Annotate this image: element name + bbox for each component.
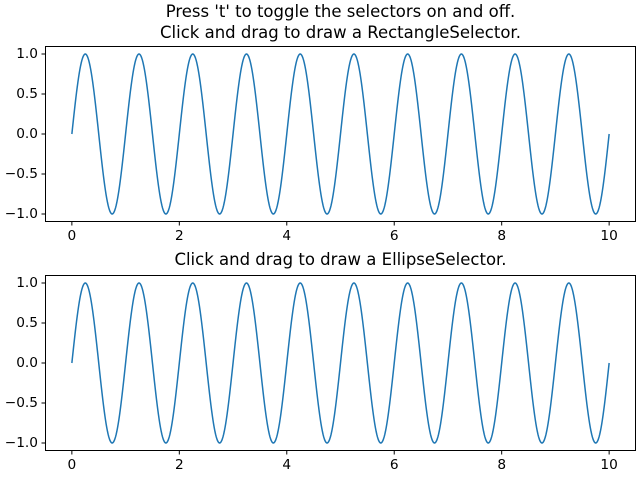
y-tick-label: −1.0 — [4, 206, 38, 222]
axes-spines — [45, 275, 636, 451]
x-tick-label: 10 — [600, 228, 618, 244]
y-tick-label: 1.0 — [16, 275, 38, 291]
x-tick-label: 4 — [282, 228, 292, 244]
x-tick-label: 0 — [67, 457, 77, 473]
x-tick-label: 0 — [67, 228, 77, 244]
x-tick-label: 8 — [497, 457, 507, 473]
x-tick-label: 6 — [389, 457, 399, 473]
y-tick-label: −0.5 — [4, 395, 38, 411]
axes-1-title-line-1: Click and drag to draw a EllipseSelector… — [174, 250, 507, 269]
y-tick-label: −1.0 — [4, 435, 38, 451]
y-tick-label: −0.5 — [4, 166, 38, 182]
sine-line — [71, 282, 610, 444]
axes-0-title: Press 't' to toggle the selectors on and… — [45, 2, 636, 43]
axes-0-title-line-1: Press 't' to toggle the selectors on and… — [165, 2, 516, 21]
axes-0-plot-area[interactable] — [41, 46, 636, 226]
x-tick-label: 8 — [497, 228, 507, 244]
y-tick-label: 0.5 — [16, 315, 38, 331]
axes-0-canvas — [41, 46, 636, 226]
y-tick-label: 0.5 — [16, 86, 38, 102]
y-tick-label: 0.0 — [16, 355, 38, 371]
axes-spines — [45, 46, 636, 222]
y-tick-label: 0.0 — [16, 126, 38, 142]
x-tick-label: 10 — [600, 457, 618, 473]
sine-line — [71, 53, 610, 215]
x-tick-label: 4 — [282, 457, 292, 473]
x-tick-label: 6 — [389, 228, 399, 244]
y-tick-label: 1.0 — [16, 46, 38, 62]
x-tick-label: 2 — [174, 457, 184, 473]
axes-1-canvas — [41, 275, 636, 455]
x-tick-label: 2 — [174, 228, 184, 244]
axes-1-title: Click and drag to draw a EllipseSelector… — [45, 250, 636, 271]
axes-1-plot-area[interactable] — [41, 275, 636, 455]
axes-0-title-line-2: Click and drag to draw a RectangleSelect… — [160, 22, 521, 42]
